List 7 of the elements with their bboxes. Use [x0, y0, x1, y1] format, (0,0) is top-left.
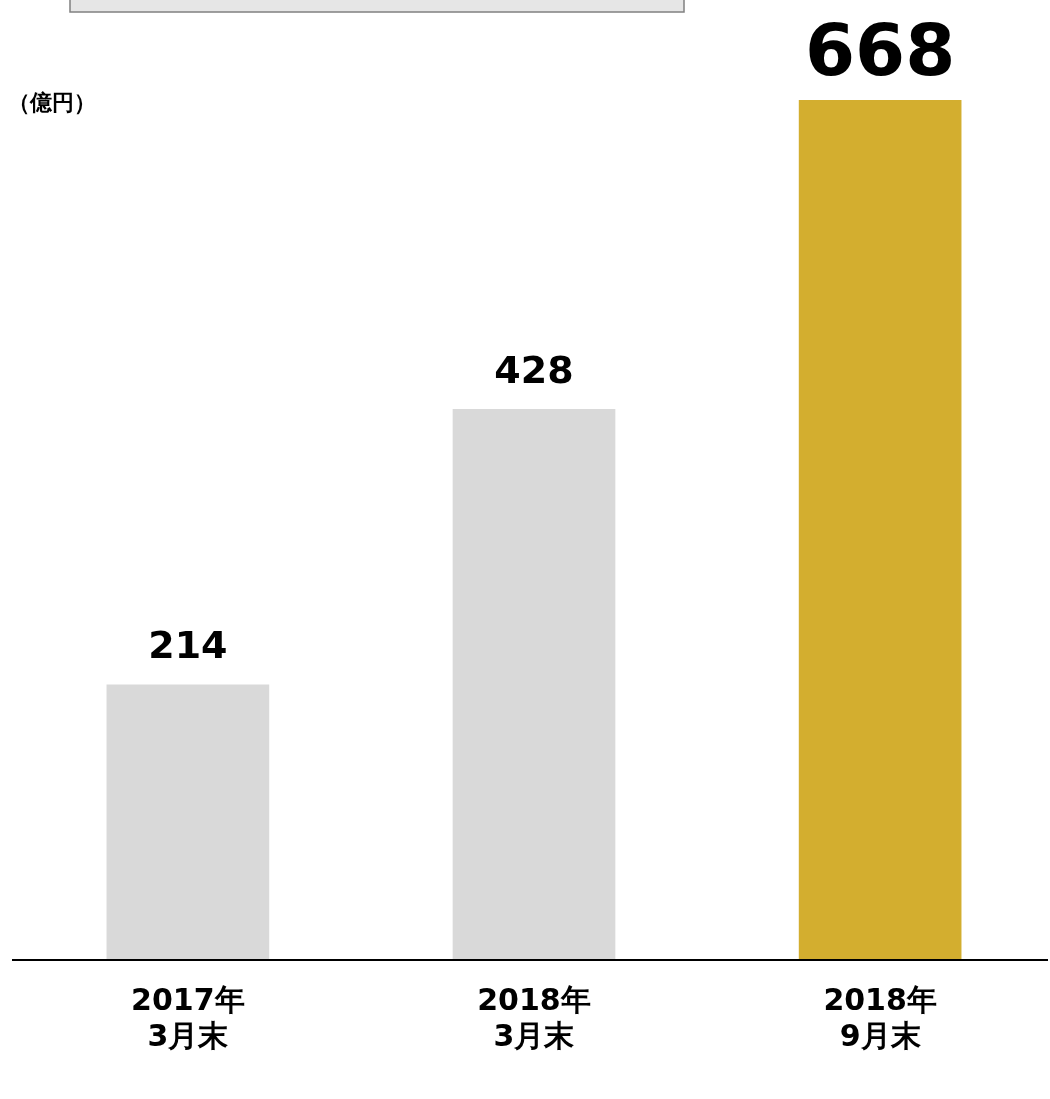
data-label: 428	[494, 347, 574, 392]
x-tick-label: 2018年 3月末	[477, 982, 591, 1053]
data-label: 668	[804, 8, 956, 92]
y-axis-title: （億円）	[8, 90, 96, 115]
data-label: 214	[148, 623, 228, 668]
x-tick-label: 2018年 9月末	[823, 982, 937, 1053]
x-tick-label: 2017年 3月末	[131, 982, 245, 1053]
